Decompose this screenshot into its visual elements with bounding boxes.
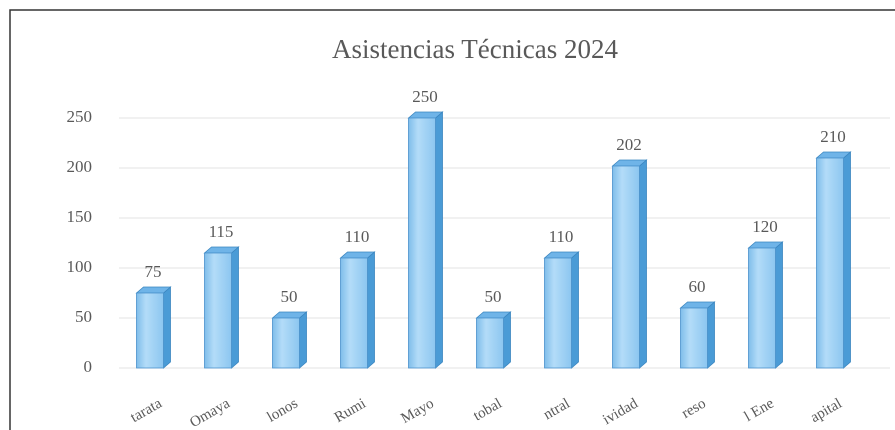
bar-front — [476, 317, 504, 369]
bar-side — [639, 159, 647, 369]
y-tick-label: 100 — [67, 257, 93, 276]
bar-side — [299, 311, 307, 369]
bar-front — [272, 317, 300, 369]
bar-side — [571, 251, 579, 369]
data-label: 115 — [209, 222, 234, 241]
bar-side — [503, 311, 511, 369]
bar-side — [163, 286, 171, 369]
data-label: 210 — [820, 127, 846, 146]
bar — [679, 301, 716, 369]
data-label: 110 — [345, 227, 370, 246]
bar-side — [435, 111, 443, 369]
y-tick-label: 200 — [67, 157, 93, 176]
data-label: 60 — [689, 277, 706, 296]
bar-side — [231, 246, 239, 369]
bar-front — [544, 257, 572, 369]
y-tick-label: 50 — [75, 307, 92, 326]
bar-side — [367, 251, 375, 369]
y-tick-label: 250 — [67, 107, 93, 126]
bar — [407, 111, 444, 369]
bar-front — [612, 165, 640, 369]
bar-front — [748, 247, 776, 369]
y-tick-label: 150 — [67, 207, 93, 226]
bar-front — [340, 257, 368, 369]
bar — [747, 241, 784, 369]
chart-title: Asistencias Técnicas 2024 — [332, 34, 618, 64]
bar — [611, 159, 648, 369]
bar-side — [843, 151, 851, 369]
bar-front — [816, 157, 844, 369]
data-label: 75 — [145, 262, 162, 281]
bar — [203, 246, 240, 369]
data-label: 202 — [616, 135, 642, 154]
y-tick-label: 0 — [84, 357, 93, 376]
bar — [271, 311, 308, 369]
bar — [543, 251, 580, 369]
bar-front — [680, 307, 708, 369]
bar — [475, 311, 512, 369]
bar-side — [775, 241, 783, 369]
bar — [815, 151, 852, 369]
bar-front — [204, 252, 232, 369]
bar — [135, 286, 172, 369]
data-label: 50 — [485, 287, 502, 306]
bar-side — [707, 301, 715, 369]
data-label: 120 — [752, 217, 778, 236]
bar — [339, 251, 376, 369]
data-label: 110 — [549, 227, 574, 246]
bar-front — [408, 117, 436, 369]
data-label: 250 — [412, 87, 438, 106]
data-label: 50 — [281, 287, 298, 306]
bar-front — [136, 292, 164, 369]
